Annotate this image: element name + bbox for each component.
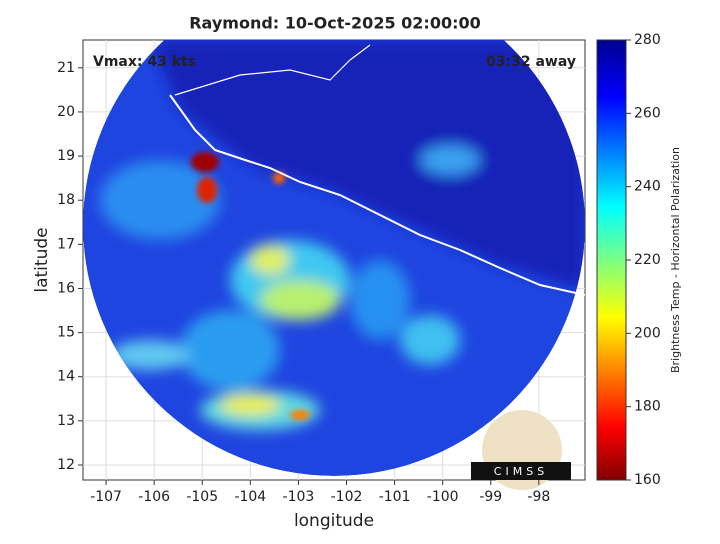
colorbar-tick-label: 280 xyxy=(634,32,661,48)
y-tick-label: 15 xyxy=(57,325,75,341)
y-tick-label: 20 xyxy=(57,104,75,120)
x-tick-label: -98 xyxy=(527,489,550,505)
borders xyxy=(174,44,371,96)
coastline xyxy=(169,94,585,296)
cold-cores xyxy=(191,152,310,420)
x-axis-label: longitude xyxy=(294,511,374,531)
logo-text: CIMSS xyxy=(494,465,548,478)
x-tick-label: -102 xyxy=(331,489,363,505)
y-tick-label: 13 xyxy=(57,413,75,429)
y-tick-label: 17 xyxy=(57,236,75,252)
x-tick-label: -101 xyxy=(379,489,411,505)
colorbar-tick-label: 160 xyxy=(634,472,661,488)
colorbar-tick-label: 260 xyxy=(634,105,661,121)
x-tick-label: -107 xyxy=(90,489,122,505)
colorbar-label: Brightness Temp - Horizontal Polarizatio… xyxy=(669,147,682,373)
y-tick-label: 12 xyxy=(57,457,75,473)
x-tick-label: -100 xyxy=(427,489,459,505)
annotation: 03:32 away xyxy=(486,54,576,70)
x-tick-label: -104 xyxy=(234,489,266,505)
x-tick-label: -105 xyxy=(186,489,218,505)
y-tick-label: 19 xyxy=(57,148,75,164)
y-tick-label: 21 xyxy=(57,60,75,76)
y-tick-label: 16 xyxy=(57,280,75,296)
x-tick-label: -103 xyxy=(283,489,315,505)
colorbar-tick-label: 180 xyxy=(634,399,661,415)
colorbar-tick-label: 200 xyxy=(634,325,661,341)
colorbar-tick-label: 220 xyxy=(634,252,661,268)
y-tick-label: 18 xyxy=(57,192,75,208)
x-tick-label: -99 xyxy=(479,489,502,505)
imagery xyxy=(83,40,585,476)
x-tick-label: -106 xyxy=(138,489,170,505)
chart-title: Raymond: 10-Oct-2025 02:00:00 xyxy=(189,14,481,33)
y-axis-label: latitude xyxy=(32,227,52,292)
colorbar xyxy=(596,39,627,481)
annotation: Vmax: 43 kts xyxy=(93,54,196,70)
brightness-field xyxy=(100,40,585,430)
colorbar-tick-label: 240 xyxy=(634,179,661,195)
logo: CIMSS xyxy=(471,410,571,490)
y-tick-label: 14 xyxy=(57,369,75,385)
